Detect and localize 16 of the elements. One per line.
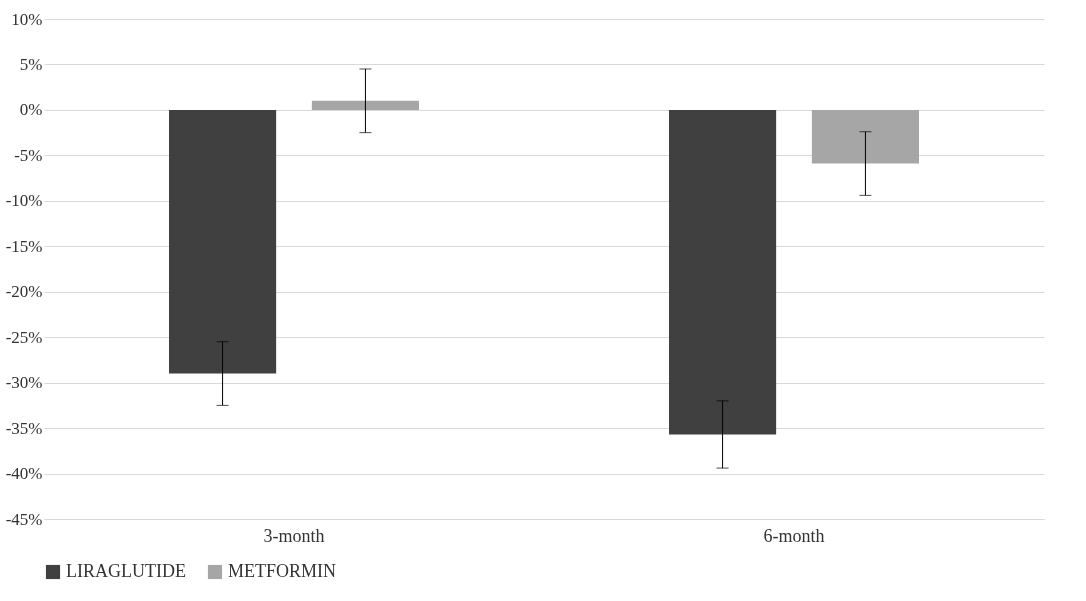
- x-tick-label: 6-month: [763, 525, 825, 546]
- y-tick-label: -30%: [5, 373, 43, 393]
- y-tick-label: -45%: [5, 509, 43, 529]
- y-tick-label: -35%: [5, 418, 43, 438]
- legend-label: LIRAGLUTIDE: [66, 561, 186, 581]
- y-tick-label: -5%: [14, 145, 43, 165]
- y-tick-label: 0%: [19, 100, 43, 120]
- y-tick-label: -10%: [5, 191, 43, 211]
- y-tick-label: -20%: [5, 282, 43, 302]
- y-tick-label: 5%: [19, 54, 43, 74]
- legend-label: METFORMIN: [228, 561, 337, 581]
- y-tick-label: -25%: [5, 327, 43, 347]
- y-tick-label: -40%: [5, 464, 43, 484]
- y-tick-label: 10%: [11, 9, 43, 29]
- y-tick-label: -15%: [5, 236, 43, 256]
- x-tick-label: 3-month: [263, 525, 325, 546]
